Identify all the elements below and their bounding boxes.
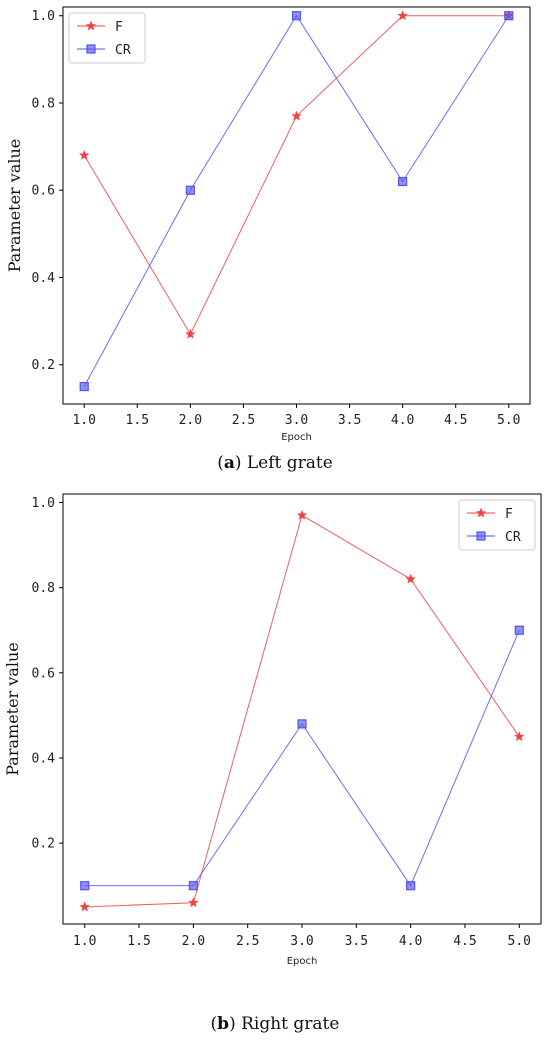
x-axis-label: Epoch [287, 956, 318, 967]
legend-marker-f [85, 20, 97, 31]
data-point-f [79, 149, 90, 160]
y-axis-label: Parameter value [3, 642, 22, 776]
data-point-cr [504, 11, 514, 21]
plot-frame [62, 493, 542, 925]
y-tick-label: 0.8 [32, 96, 55, 111]
x-tick-label: 4.0 [391, 413, 414, 428]
caption-a-text: Left grate [246, 453, 333, 473]
legend-marker-cr [86, 44, 96, 54]
data-point-cr [291, 11, 302, 21]
legend: F CR [458, 499, 536, 551]
x-tick-label: 1.5 [126, 413, 149, 428]
x-tick-label: 2.0 [182, 934, 205, 949]
legend-label-cr: CR [505, 530, 521, 545]
x-tick-label: 1.0 [73, 934, 96, 949]
data-point-cr [185, 185, 195, 195]
caption-a-letter: a [223, 453, 235, 473]
plot-frame [62, 6, 531, 405]
legend-label-cr: CR [115, 43, 131, 58]
y-tick-label: 0.4 [32, 751, 56, 766]
y-tick-label: 1.0 [32, 9, 55, 24]
x-tick-label: 4.0 [399, 934, 422, 949]
data-point-f [291, 110, 302, 121]
y-tick-label: 0.6 [32, 184, 55, 199]
legend-marker-f [475, 507, 487, 518]
x-tick-label: 3.0 [285, 413, 308, 428]
data-point-cr [406, 881, 416, 891]
x-tick-label: 3.5 [345, 934, 368, 949]
y-tick-label: 0.6 [32, 666, 55, 681]
data-point-f [397, 10, 408, 21]
caption-b-letter: b [217, 1014, 230, 1034]
legend-marker-cr [476, 531, 486, 541]
data-point-f [185, 328, 196, 339]
data-point-f [188, 897, 199, 908]
legend-box [458, 499, 536, 551]
legend-label-f: F [505, 507, 513, 522]
y-tick-label: 0.2 [32, 837, 55, 852]
legend-label-f: F [115, 20, 123, 35]
data-point-cr [188, 881, 198, 891]
x-tick-label: 3.5 [338, 413, 361, 428]
x-tick-label: 2.5 [236, 934, 259, 949]
data-point-f [79, 901, 90, 912]
data-point-cr [514, 625, 524, 635]
x-tick-label: 1.5 [127, 934, 150, 949]
data-point-f [405, 573, 416, 584]
x-tick-label: 2.0 [179, 413, 202, 428]
data-point-cr [79, 381, 89, 392]
legend-box [68, 12, 146, 64]
data-point-f [514, 731, 525, 742]
y-tick-label: 1.0 [32, 496, 55, 511]
y-axis-label: Parameter value [5, 139, 24, 273]
caption-a: (a) Left grate [217, 453, 333, 473]
x-axis-label: Epoch [281, 432, 312, 443]
x-tick-label: 1.0 [72, 413, 95, 428]
x-tick-label: 5.0 [497, 413, 520, 428]
y-tick-label: 0.2 [32, 358, 55, 373]
y-tick-label: 0.8 [32, 581, 55, 596]
x-tick-label: 4.5 [444, 413, 467, 428]
x-tick-label: 5.0 [508, 934, 531, 949]
x-tick-label: 2.5 [232, 413, 255, 428]
legend: F CR [68, 12, 146, 64]
caption-b-text: Right grate [241, 1014, 340, 1034]
data-point-cr [80, 881, 90, 891]
data-point-cr [297, 719, 307, 729]
chart-panel-b: 1.0 1.5 2.0 2.5 3.0 3.5 4.0 4.5 5.0 0.2 0.4 0.6 0.8 1… [3, 493, 542, 967]
x-tick-label: 4.5 [453, 934, 476, 949]
x-tick-label: 3.0 [290, 934, 313, 949]
data-point-f [296, 509, 308, 520]
y-tick-label: 0.4 [32, 271, 56, 286]
data-point-cr [398, 176, 408, 187]
chart-panel-a: 1.0 1.5 2.0 2.5 3.0 3.5 4.0 4.5 5.0 0.2 0.4 0.6 0.8 1… [5, 6, 531, 443]
caption-b: (b) Right grate [210, 1014, 340, 1034]
